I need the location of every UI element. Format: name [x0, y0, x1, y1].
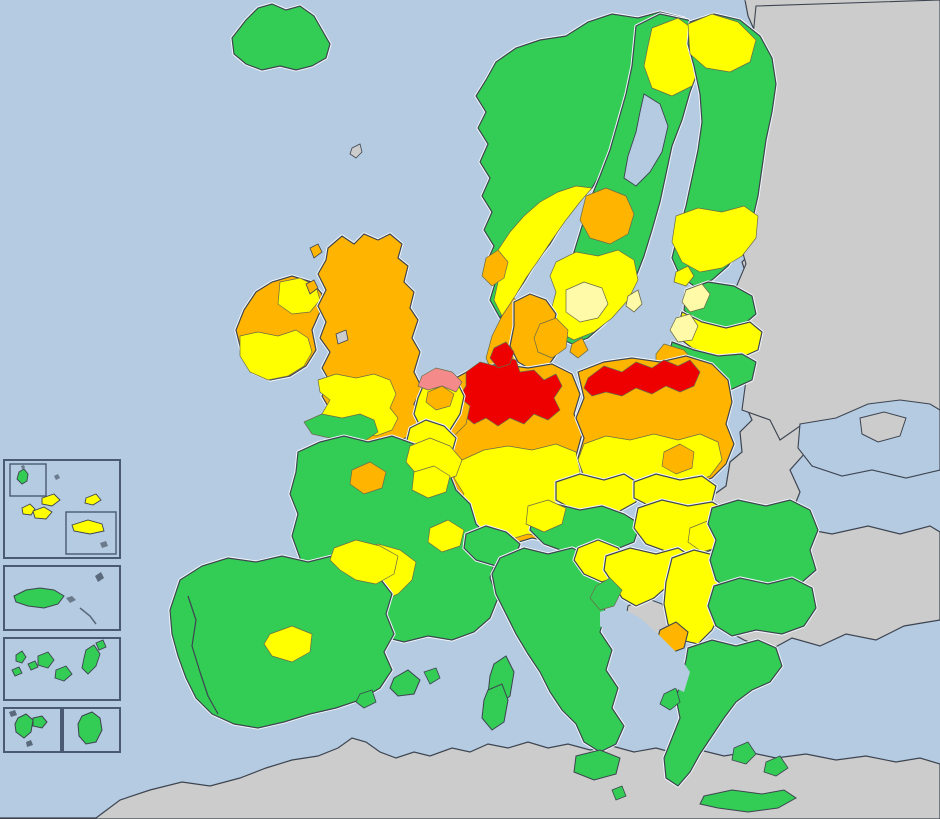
inset-canary-frame[interactable]	[3, 637, 121, 701]
region-aegean-islands[interactable]	[731, 741, 757, 765]
island-el-hierro[interactable]	[11, 666, 23, 677]
island-sao-jorge[interactable]	[41, 493, 61, 507]
island-la-palma[interactable]	[15, 650, 27, 664]
region-spain-central-yellow[interactable]	[263, 625, 313, 663]
inset-madeira-frame[interactable]	[3, 565, 121, 631]
region-crete[interactable]	[699, 789, 797, 813]
island-lanzarote[interactable]	[95, 639, 107, 651]
country-ireland[interactable]	[234, 274, 324, 382]
region-croatia-coast-green[interactable]	[589, 577, 623, 611]
island-grande-terre[interactable]	[32, 715, 48, 729]
region-latvia[interactable]	[675, 311, 763, 359]
region-ireland-south[interactable]	[239, 329, 313, 381]
region-france-east-yellow[interactable]	[411, 465, 451, 499]
region-isle-of-man[interactable]	[335, 329, 349, 345]
region-dodecanese[interactable]	[763, 755, 789, 777]
region-latvia-coast[interactable]	[669, 313, 699, 343]
island-santa-maria	[100, 541, 108, 548]
region-finland-lapland[interactable]	[687, 13, 757, 73]
inset-azores-sub-west[interactable]	[9, 463, 47, 497]
inset-guadeloupe-frame[interactable]	[3, 707, 62, 753]
region-netherlands-inner-orange[interactable]	[425, 385, 455, 411]
warning-regions[interactable]	[168, 2, 820, 813]
inset-guadeloupe[interactable]	[3, 707, 62, 753]
region-poland-north-red[interactable]	[583, 359, 701, 397]
region-menorca[interactable]	[423, 667, 441, 685]
region-hebrides[interactable]	[309, 243, 323, 259]
region-spain-northeast-yellow[interactable]	[329, 539, 399, 585]
island-la-gomera[interactable]	[27, 660, 39, 671]
island-basse-terre[interactable]	[14, 713, 34, 739]
southeast-europe[interactable]	[659, 498, 820, 813]
island-tenerife[interactable]	[37, 651, 55, 669]
region-france-north-orange[interactable]	[349, 461, 387, 495]
adriatic-sea	[600, 606, 690, 692]
island-graciosa-mark	[54, 474, 60, 480]
region-norway-nw-orange[interactable]	[481, 249, 509, 287]
region-ibiza[interactable]	[355, 689, 377, 709]
region-germany-schleswig-red[interactable]	[489, 341, 515, 369]
region-cornwall[interactable]	[303, 413, 379, 443]
region-iceland[interactable]	[231, 3, 331, 71]
island-pico[interactable]	[32, 506, 53, 520]
region-aland[interactable]	[673, 265, 695, 287]
gulf-of-bothnia	[623, 93, 669, 187]
island-marie-galante	[26, 740, 33, 747]
region-denmark-zealand[interactable]	[533, 317, 569, 359]
country-finland[interactable]	[670, 12, 778, 288]
country-poland[interactable]	[574, 354, 736, 490]
inset-martinique[interactable]	[62, 707, 121, 753]
region-sweden-pale[interactable]	[565, 281, 609, 323]
region-crimea	[859, 411, 907, 443]
region-romania[interactable]	[707, 499, 819, 593]
island-madeira[interactable]	[13, 587, 65, 609]
inset-panels[interactable]	[3, 459, 121, 753]
inset-azores[interactable]	[3, 459, 121, 559]
island-corvo	[21, 465, 25, 469]
region-france-centre-yellow[interactable]	[427, 519, 465, 553]
region-faroe-islands	[349, 143, 363, 159]
iberian-peninsula[interactable]	[168, 539, 441, 730]
region-bornholm[interactable]	[569, 337, 589, 359]
island-desertas	[95, 572, 104, 582]
region-inner-hebrides[interactable]	[305, 279, 319, 295]
region-malta[interactable]	[611, 785, 627, 801]
inset-azores-frame[interactable]	[3, 459, 121, 559]
inset-martinique-frame[interactable]	[62, 707, 121, 753]
inset-madeira[interactable]	[3, 565, 121, 631]
country-denmark[interactable]	[508, 292, 589, 372]
region-gotland[interactable]	[625, 289, 643, 313]
country-iceland[interactable]	[230, 2, 332, 72]
island-fuerteventura[interactable]	[81, 644, 101, 675]
island-flores[interactable]	[16, 468, 29, 485]
region-mallorca[interactable]	[389, 669, 421, 697]
island-terceira[interactable]	[84, 493, 102, 506]
island-sao-miguel[interactable]	[71, 519, 105, 535]
region-poland-southeast-orange[interactable]	[661, 443, 695, 475]
region-austria-west-yellow[interactable]	[525, 499, 567, 533]
island-saint-martin	[9, 710, 17, 717]
region-norway-south-yellow[interactable]	[489, 185, 593, 317]
island-savage-chain	[79, 607, 97, 625]
island-martinique[interactable]	[77, 711, 103, 745]
region-greece[interactable]	[663, 639, 783, 787]
region-sardinia[interactable]	[481, 683, 509, 731]
region-netherlands-coast-pink[interactable]	[417, 367, 463, 393]
region-estonia-west[interactable]	[681, 283, 711, 313]
region-corfu[interactable]	[659, 687, 681, 711]
region-sweden-mid-orange[interactable]	[579, 187, 635, 245]
country-united-kingdom[interactable]	[303, 232, 424, 448]
region-bulgaria[interactable]	[707, 577, 817, 637]
island-gran-canaria[interactable]	[54, 665, 73, 682]
region-finland-south[interactable]	[671, 205, 759, 273]
region-sicily[interactable]	[573, 749, 621, 781]
inset-canary-islands[interactable]	[3, 637, 121, 701]
island-porto-santo-mark	[66, 596, 76, 603]
